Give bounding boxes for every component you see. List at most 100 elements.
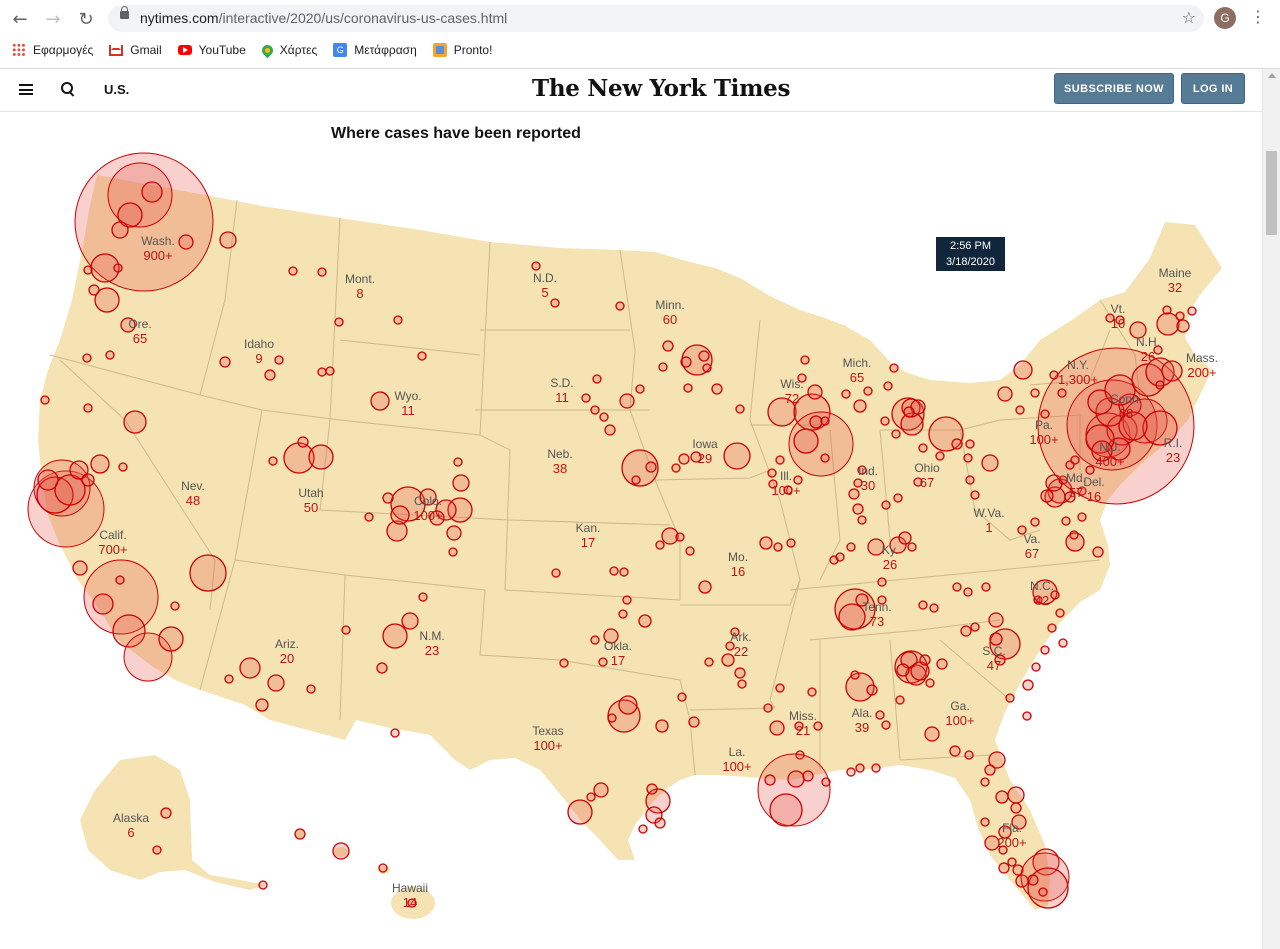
- case-circle[interactable]: [730, 627, 740, 637]
- case-circle[interactable]: [721, 653, 735, 667]
- case-circle[interactable]: [619, 393, 635, 409]
- case-circle[interactable]: [160, 807, 172, 819]
- back-icon[interactable]: ←: [12, 8, 28, 30]
- case-circle[interactable]: [788, 411, 854, 477]
- case-circle[interactable]: [919, 654, 931, 666]
- case-circle[interactable]: [382, 492, 394, 504]
- case-circle[interactable]: [268, 456, 278, 466]
- case-circle[interactable]: [661, 527, 679, 545]
- case-circle[interactable]: [907, 542, 917, 552]
- case-circle[interactable]: [92, 593, 114, 615]
- case-circle[interactable]: [821, 777, 831, 787]
- case-circle[interactable]: [925, 678, 935, 688]
- profile-avatar[interactable]: G: [1214, 7, 1236, 29]
- address-bar[interactable]: nytimes.com/interactive/2020/us/coronavi…: [108, 5, 1204, 32]
- case-circle[interactable]: [1017, 525, 1027, 535]
- case-circle[interactable]: [417, 351, 427, 361]
- case-circle[interactable]: [655, 540, 665, 550]
- case-circle[interactable]: [435, 499, 457, 521]
- case-circle[interactable]: [112, 614, 146, 648]
- case-circle[interactable]: [1040, 489, 1054, 503]
- case-circle[interactable]: [924, 726, 940, 742]
- case-circle[interactable]: [877, 577, 887, 587]
- case-circle[interactable]: [1155, 380, 1165, 390]
- case-circle[interactable]: [675, 532, 685, 542]
- case-circle[interactable]: [813, 721, 823, 731]
- case-circle[interactable]: [711, 383, 723, 395]
- case-circle[interactable]: [981, 582, 991, 592]
- case-circle[interactable]: [654, 817, 666, 829]
- case-circle[interactable]: [929, 603, 939, 613]
- case-circle[interactable]: [698, 350, 710, 362]
- case-circle[interactable]: [800, 355, 810, 365]
- case-circle[interactable]: [677, 692, 687, 702]
- case-circle[interactable]: [83, 403, 93, 413]
- case-circle[interactable]: [1153, 345, 1163, 355]
- case-circle[interactable]: [1091, 440, 1113, 462]
- case-circle[interactable]: [871, 763, 881, 773]
- case-circle[interactable]: [1061, 516, 1071, 526]
- case-circle[interactable]: [841, 389, 851, 399]
- case-circle[interactable]: [618, 609, 628, 619]
- case-circle[interactable]: [54, 474, 86, 506]
- case-circle[interactable]: [83, 559, 159, 635]
- case-circle[interactable]: [81, 473, 95, 487]
- case-circle[interactable]: [850, 670, 860, 680]
- case-circle[interactable]: [802, 770, 814, 782]
- case-circle[interactable]: [889, 363, 899, 373]
- case-circle[interactable]: [72, 560, 88, 576]
- case-circle[interactable]: [685, 546, 695, 556]
- case-circle[interactable]: [378, 863, 388, 873]
- case-circle[interactable]: [759, 536, 773, 550]
- case-circle[interactable]: [37, 469, 59, 491]
- case-circle[interactable]: [1175, 311, 1185, 321]
- case-circle[interactable]: [855, 763, 865, 773]
- case-circle[interactable]: [581, 393, 591, 403]
- case-circle[interactable]: [970, 622, 980, 632]
- us-cases-map[interactable]: Wash.900+Ore.65Calif.700+Nev.48Idaho9Mon…: [0, 112, 1262, 949]
- case-circle[interactable]: [1064, 491, 1076, 503]
- case-circle[interactable]: [123, 410, 147, 434]
- case-circle[interactable]: [1030, 517, 1040, 527]
- case-circle[interactable]: [83, 265, 93, 275]
- case-circle[interactable]: [965, 439, 975, 449]
- case-circle[interactable]: [452, 474, 470, 492]
- case-circle[interactable]: [189, 554, 227, 592]
- case-circle[interactable]: [1176, 319, 1190, 333]
- case-circle[interactable]: [704, 657, 714, 667]
- case-circle[interactable]: [723, 442, 751, 470]
- case-circle[interactable]: [683, 383, 693, 393]
- case-circle[interactable]: [1077, 512, 1087, 522]
- case-circle[interactable]: [1013, 360, 1033, 380]
- case-circle[interactable]: [866, 684, 878, 696]
- case-circle[interactable]: [853, 478, 863, 488]
- case-circle[interactable]: [1105, 313, 1115, 323]
- case-circle[interactable]: [74, 152, 214, 292]
- case-circle[interactable]: [807, 687, 817, 697]
- case-circle[interactable]: [658, 362, 668, 372]
- case-circle[interactable]: [283, 442, 315, 474]
- case-circle[interactable]: [852, 503, 864, 515]
- case-circle[interactable]: [883, 381, 893, 391]
- case-circle[interactable]: [178, 234, 194, 250]
- case-circle[interactable]: [264, 369, 276, 381]
- case-circle[interactable]: [115, 575, 125, 585]
- case-circle[interactable]: [1038, 887, 1048, 897]
- case-circle[interactable]: [1070, 455, 1080, 465]
- case-circle[interactable]: [988, 612, 1004, 628]
- case-circle[interactable]: [680, 356, 692, 368]
- case-circle[interactable]: [1045, 474, 1063, 492]
- case-circle[interactable]: [117, 202, 143, 228]
- case-circle[interactable]: [1156, 312, 1180, 336]
- case-circle[interactable]: [918, 600, 928, 610]
- case-circle[interactable]: [567, 799, 593, 825]
- case-circle[interactable]: [1129, 321, 1147, 339]
- case-circle[interactable]: [880, 416, 890, 426]
- case-circle[interactable]: [1027, 874, 1039, 886]
- case-circle[interactable]: [769, 720, 785, 736]
- case-circle[interactable]: [170, 601, 180, 611]
- case-circle[interactable]: [607, 713, 617, 723]
- case-circle[interactable]: [998, 825, 1012, 839]
- case-circle[interactable]: [1015, 405, 1025, 415]
- case-circle[interactable]: [120, 317, 136, 333]
